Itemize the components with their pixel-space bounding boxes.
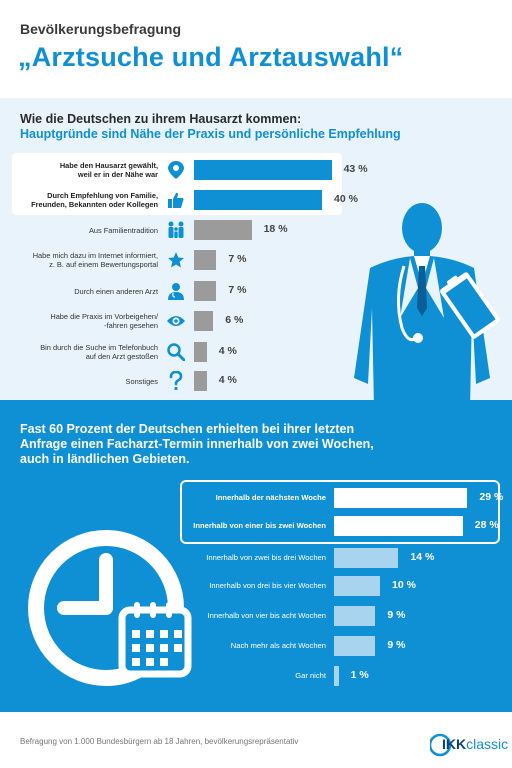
bar-value-label: 10 % <box>392 579 416 591</box>
doctor-illustration <box>354 203 500 400</box>
doctor-icon <box>166 281 186 301</box>
bar-value-label: 1 % <box>350 669 369 681</box>
bar-label-line: Freunden, Bekannten oder Kollegen <box>31 200 158 209</box>
bar <box>194 190 322 210</box>
hausarzt-section: Wie die Deutschen zu ihrem Hausarzt komm… <box>0 98 512 400</box>
bar-label-line: Sonstiges <box>125 376 158 386</box>
bar-label-line: Habe den Hausarzt gewählt, <box>59 161 158 170</box>
bar-label: Innerhalb von zwei bis drei Wochen <box>206 553 326 562</box>
bar-value-label: 40 % <box>334 193 358 205</box>
bar-label: Habe die Praxis im Vorbeigehen/-fahren g… <box>12 312 158 330</box>
bar <box>334 606 376 626</box>
bar-label: Durch einen anderen Arzt <box>12 287 158 296</box>
bar-value-label: 6 % <box>225 314 244 326</box>
bar-label-line: -fahren gesehen <box>104 321 158 330</box>
bar-label-line: auf den Arzt gestoßen <box>85 352 158 361</box>
bar-label: Habe mich dazu im Internet informiert, z.… <box>12 251 158 269</box>
bar-label-line: Habe die Praxis im Vorbeigehen/ <box>50 312 158 321</box>
logo-ikk-text: IKK <box>442 736 467 752</box>
bar <box>334 548 399 568</box>
bar-value-label: 9 % <box>387 609 406 621</box>
bar <box>194 311 214 331</box>
facharzt-section: Fast 60 Prozent der Deutschen erhielten … <box>0 400 512 712</box>
bar-label-line: Bin durch die Suche im Telefonbuch <box>40 343 158 352</box>
bar-value-label: 7 % <box>228 253 247 265</box>
bar-label: Gar nicht <box>295 671 326 680</box>
thumbs-up-icon <box>166 190 186 210</box>
bar-label: Innerhalb der nächsten Woche <box>215 493 326 502</box>
ikk-logo: IKKclassic <box>442 736 508 752</box>
facharzt-chart-title: Fast 60 Prozent der Deutschen erhielten … <box>20 422 374 466</box>
bar-value-label: 7 % <box>228 284 247 296</box>
bar-label-line: Aus Familientradition <box>88 225 158 235</box>
bar <box>194 371 207 391</box>
bar <box>194 160 332 180</box>
bar-label: Innerhalb von drei bis vier Wochen <box>209 581 326 590</box>
bar-value-label: 4 % <box>218 345 237 357</box>
bar-label: Innerhalb von einer bis zwei Wochen <box>193 521 326 530</box>
bar-value-label: 43 % <box>343 163 368 175</box>
hausarzt-chart-subtitle: Hauptgründe sind Nähe der Praxis und per… <box>20 127 401 141</box>
survey-note: Befragung von 1.000 Bundesbürgern ab 18 … <box>20 737 299 746</box>
bar <box>334 576 380 596</box>
bar <box>194 250 217 270</box>
bar-label-line: z. B. auf einem Bewertungsportal <box>49 260 158 269</box>
bar <box>334 636 376 656</box>
bar-label-line: Durch einen anderen Arzt <box>74 286 158 296</box>
bar-value-label: 14 % <box>410 551 435 563</box>
bar <box>334 488 468 508</box>
logo-classic-text: classic <box>466 736 509 752</box>
bar-label: Habe den Hausarzt gewählt, weil er in der… <box>12 161 158 179</box>
bar-label: Sonstiges <box>12 377 158 386</box>
bar <box>194 342 207 362</box>
header-kicker: Bevölkerungsbefragung <box>20 21 182 37</box>
bar-value-label: 4 % <box>218 374 237 386</box>
bar-label: Innerhalb von vier bis acht Wochen <box>207 611 326 620</box>
highlight-panel-termin <box>180 480 500 544</box>
bar-value-label: 18 % <box>263 223 288 235</box>
bar <box>334 666 339 686</box>
bar-label: Aus Familientradition <box>12 226 158 235</box>
bar-label: Durch Empfehlung von Familie, Freunden, B… <box>12 191 158 209</box>
page-title: „Arztsuche und Arztauswahl“ <box>18 42 404 72</box>
family-icon <box>166 220 186 240</box>
eye-icon <box>166 311 186 331</box>
bar-value-label: 9 % <box>387 639 406 651</box>
bar-label-line: Durch Empfehlung von Familie, <box>47 191 158 200</box>
star-icon <box>166 250 186 270</box>
bar-label: Nach mehr als acht Wochen <box>230 641 326 650</box>
clock-calendar-illustration <box>28 530 192 686</box>
footer: Befragung von 1.000 Bundesbürgern ab 18 … <box>0 712 512 768</box>
bar <box>194 281 217 301</box>
bar-label-line: Habe mich dazu im Internet informiert, <box>32 251 158 260</box>
question-mark-icon <box>166 371 186 391</box>
bar <box>194 220 252 240</box>
bar-value-label: 28 % <box>474 519 499 531</box>
bar-label: Bin durch die Suche im Telefonbuch auf de… <box>12 343 158 361</box>
bar-value-label: 29 % <box>479 491 504 503</box>
header: Bevölkerungsbefragung „Arztsuche und Arz… <box>0 0 512 98</box>
bar <box>334 516 463 536</box>
magnifier-icon <box>166 342 186 362</box>
location-pin-icon <box>166 160 186 180</box>
hausarzt-chart-title: Wie die Deutschen zu ihrem Hausarzt komm… <box>20 112 302 126</box>
bar-label-line: weil er in der Nähe war <box>77 170 158 179</box>
ikk-logo-icon <box>430 733 452 757</box>
